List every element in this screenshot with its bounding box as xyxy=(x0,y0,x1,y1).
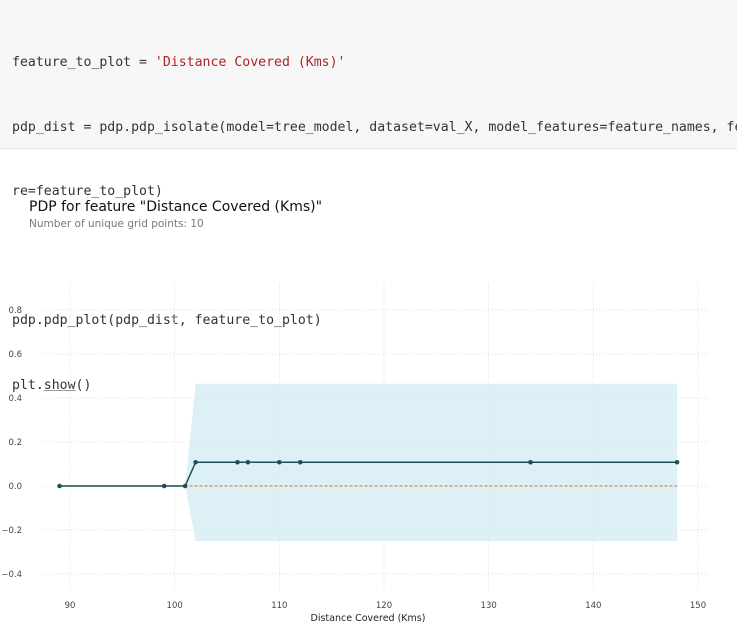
pdp-point xyxy=(245,459,251,465)
code-text: () xyxy=(75,377,92,393)
code-line-2: pdp_dist = pdp.pdp_isolate(model=tree_mo… xyxy=(12,119,737,135)
x-axis-label: Distance Covered (Kms) xyxy=(311,613,426,624)
code-string: 'Distance Covered (Kms)' xyxy=(154,55,346,70)
y-tick-label: −0.4 xyxy=(1,570,22,580)
pdp-point xyxy=(297,459,303,465)
pdp-point xyxy=(674,459,680,465)
y-tick-label: 0.0 xyxy=(8,482,22,492)
chart-subtitle: Number of unique grid points: 10 xyxy=(29,218,204,230)
chart-title: PDP for feature "Distance Covered (Kms)" xyxy=(29,199,323,215)
pdp-point xyxy=(57,483,62,489)
code-line-3: re=feature_to_plot) xyxy=(12,184,163,199)
code-line-1: feature_to_plot = 'Distance Covered (Kms… xyxy=(12,52,737,74)
x-tick-label: 140 xyxy=(585,601,601,611)
pdp-point xyxy=(193,459,198,465)
pdp-point xyxy=(528,459,533,465)
pdp-point xyxy=(182,483,188,489)
x-tick-label: 150 xyxy=(690,601,706,611)
code-text: feature_to_plot = xyxy=(12,55,155,70)
y-tick-label: 0.6 xyxy=(8,350,22,360)
y-tick-label: 0.2 xyxy=(8,438,22,448)
x-tick-label: 120 xyxy=(376,601,392,611)
pdp-point xyxy=(161,483,167,489)
code-line-5: plt.show() xyxy=(12,375,737,397)
pdp-line xyxy=(59,461,678,487)
code-function: show xyxy=(43,377,76,393)
pdp-point xyxy=(277,459,282,465)
code-line-4: pdp.pdp_plot(pdp_dist, feature_to_plot) xyxy=(12,313,322,328)
x-tick-label: 130 xyxy=(481,601,497,611)
x-tick-label: 100 xyxy=(167,601,183,611)
y-tick-label: −0.2 xyxy=(1,526,22,536)
x-tick-label: 90 xyxy=(65,601,76,611)
x-tick-label: 110 xyxy=(271,601,287,611)
pdp-point xyxy=(235,459,240,465)
code-cell[interactable]: feature_to_plot = 'Distance Covered (Kms… xyxy=(0,0,737,393)
y-tick-label: 0.4 xyxy=(8,394,22,404)
code-text: plt. xyxy=(12,377,44,393)
y-tick-label: 0.8 xyxy=(8,306,22,316)
